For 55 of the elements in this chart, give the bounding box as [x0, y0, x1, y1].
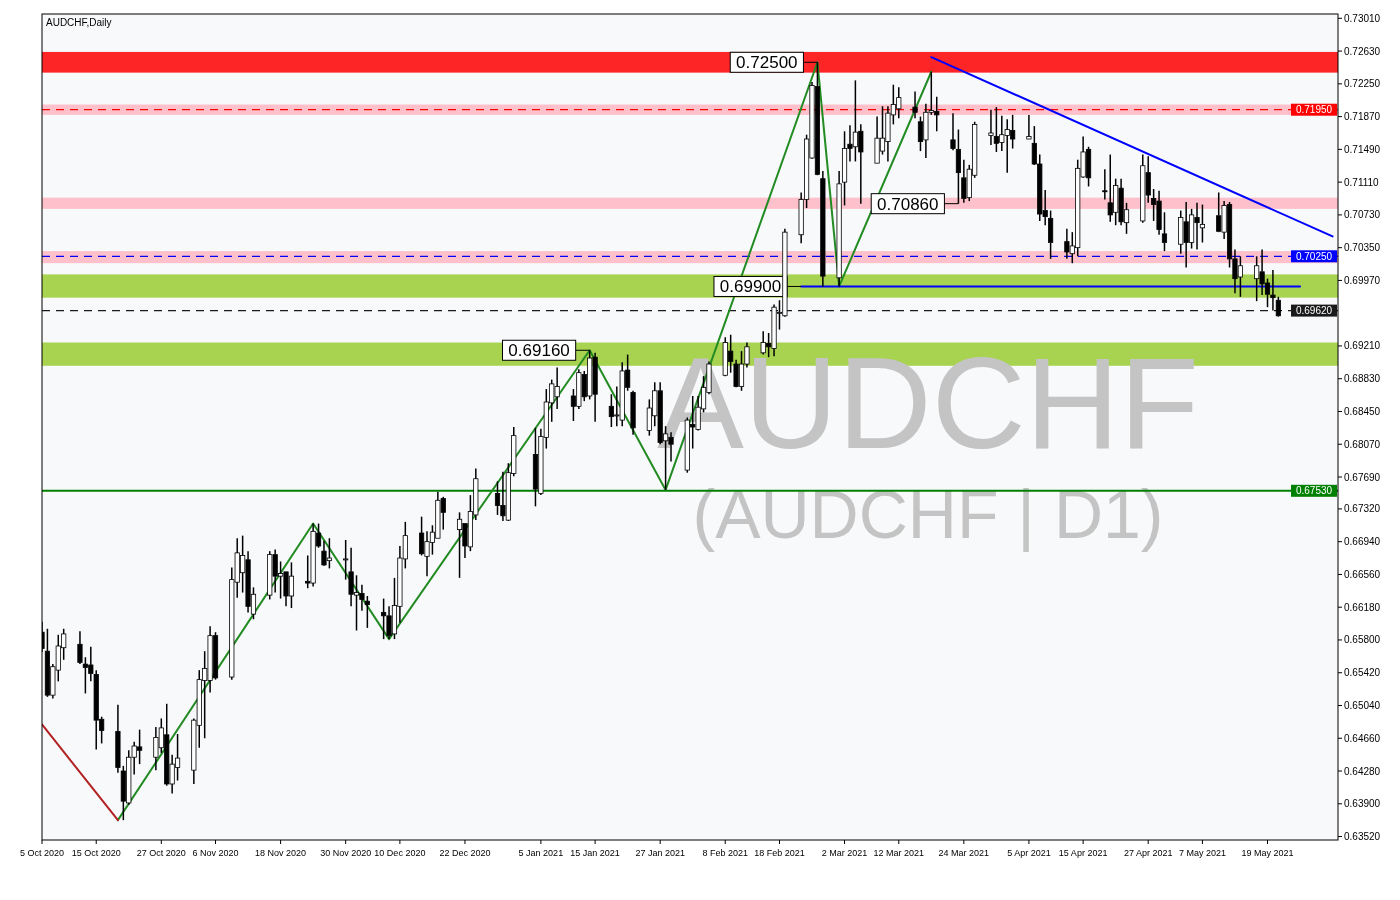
x-tick-label: 10 Dec 2020 — [374, 848, 426, 858]
x-tick-label: 6 Nov 2020 — [192, 848, 239, 858]
annotation: 0.69160 — [508, 341, 570, 361]
x-tick-label: 15 Jan 2021 — [570, 848, 620, 858]
y-tick-label: 0.64660 — [1344, 732, 1381, 744]
x-tick-label: 18 Nov 2020 — [255, 848, 307, 858]
y-tick-label: 0.69210 — [1344, 340, 1381, 352]
y-tick-label: 0.68450 — [1344, 405, 1381, 417]
y-tick-label: 0.69970 — [1344, 274, 1381, 286]
y-tick-label: 0.64280 — [1344, 765, 1381, 777]
y-tick-label: 0.66560 — [1344, 568, 1381, 580]
x-tick-label: 18 Feb 2021 — [754, 848, 805, 858]
x-tick-label: 22 Dec 2020 — [439, 848, 491, 858]
y-tick-label: 0.67690 — [1344, 471, 1381, 483]
x-tick-label: 24 Mar 2021 — [938, 848, 990, 858]
y-tick-label: 0.72630 — [1344, 45, 1381, 57]
y-tick-label: 0.66940 — [1344, 536, 1381, 548]
y-tick-label: 0.63900 — [1344, 798, 1381, 810]
y-tick-label: 0.66180 — [1344, 601, 1381, 613]
annotation: 0.69900 — [719, 277, 782, 297]
y-tick-label: 0.72250 — [1344, 78, 1381, 90]
y-tick-label: 0.71870 — [1344, 111, 1381, 123]
annotation: 0.72500 — [736, 53, 798, 73]
x-tick-label: 15 Apr 2021 — [1058, 848, 1108, 858]
ref-line-label: 0.69620 — [1295, 305, 1333, 317]
x-tick-label: 27 Apr 2021 — [1123, 848, 1173, 858]
y-tick-label: 0.65800 — [1344, 634, 1381, 646]
x-tick-label: 2 Mar 2021 — [821, 848, 868, 858]
y-tick-label: 0.68070 — [1344, 438, 1381, 450]
x-tick-label: 5 Apr 2021 — [1007, 848, 1051, 858]
y-tick-label: 0.67320 — [1344, 503, 1381, 515]
x-tick-label: 27 Jan 2021 — [635, 848, 685, 858]
x-tick-label: 7 May 2021 — [1178, 848, 1226, 858]
y-tick-label: 0.65420 — [1344, 667, 1381, 679]
x-tick-label: 5 Jan 2021 — [518, 848, 564, 858]
y-tick-label: 0.63520 — [1344, 831, 1381, 843]
x-tick-label: 12 Mar 2021 — [873, 848, 925, 858]
y-tick-label: 0.71490 — [1344, 143, 1381, 155]
x-tick-label: 8 Feb 2021 — [702, 848, 749, 858]
y-tick-label: 0.70730 — [1344, 209, 1381, 221]
y-tick-label: 0.68830 — [1344, 373, 1381, 385]
ref-line-label: 0.71950 — [1295, 104, 1333, 116]
y-tick-label: 0.73010 — [1344, 12, 1381, 24]
x-tick-label: 19 May 2021 — [1241, 848, 1294, 858]
annotation: 0.70860 — [877, 194, 939, 214]
x-tick-label: 27 Oct 2020 — [136, 848, 186, 858]
x-tick-label: 30 Nov 2020 — [320, 848, 372, 858]
y-tick-label: 0.71110 — [1344, 176, 1380, 188]
ref-line-label: 0.70250 — [1295, 250, 1333, 262]
chart-title: AUDCHF,Daily — [46, 17, 112, 28]
x-tick-label: 15 Oct 2020 — [71, 848, 121, 858]
y-tick-label: 0.70350 — [1344, 242, 1381, 254]
y-tick-label: 0.65040 — [1344, 699, 1381, 711]
ref-line-label: 0.67530 — [1295, 485, 1333, 497]
x-tick-label: 5 Oct 2020 — [19, 848, 65, 858]
